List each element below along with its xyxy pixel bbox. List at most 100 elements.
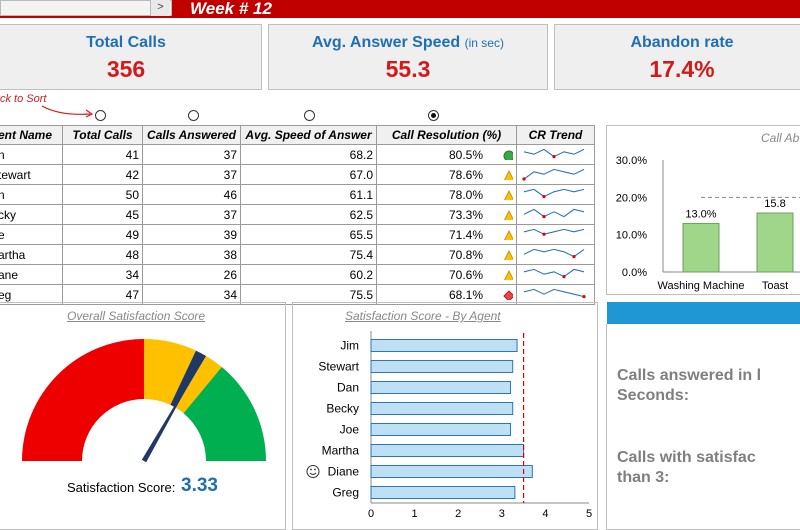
category-label: Stewart — [318, 360, 359, 374]
gauge-band — [22, 339, 144, 461]
call-abandon-chart: Call Ab 0.0% 10.0% 20.0% 30.0% 13.0% Washing M… — [616, 131, 800, 292]
cr-trend-cell — [516, 184, 595, 205]
table-header-row: ent Name Total Calls Calls Answered Avg.… — [0, 125, 595, 145]
agent-name-cell: artha — [0, 244, 63, 265]
header-bar — [0, 0, 800, 18]
red-diamond-icon — [503, 290, 513, 301]
bar — [370, 444, 525, 457]
resolution-value: 68.1% — [448, 287, 483, 302]
sparkline — [523, 268, 585, 279]
avg-speed-cell: 62.5 — [240, 204, 377, 225]
cr-trend-cell — [516, 144, 595, 165]
sparkline — [523, 188, 585, 199]
bar — [370, 423, 512, 436]
kpi-value: 55.3 — [385, 56, 431, 82]
total-calls-cell: 41 — [62, 144, 143, 165]
call-resolution-cell: 70.6% — [376, 264, 517, 285]
col-total-calls[interactable]: Total Calls — [62, 125, 143, 145]
avg-speed-cell: 68.2 — [240, 144, 377, 165]
table-row: e 49 39 65.5 71.4% — [0, 224, 595, 245]
avg-speed-cell: 61.1 — [240, 184, 377, 205]
resolution-value: 80.5% — [448, 147, 483, 162]
col-agent-name[interactable]: ent Name — [0, 125, 63, 145]
bar-value-label: 15.8 — [764, 198, 785, 210]
cr-trend-cell — [516, 244, 595, 265]
call-resolution-cell: 80.5% — [376, 144, 517, 165]
sort-radio-calls-answered[interactable] — [188, 110, 199, 121]
kpi-label: Avg. Answer Speed — [312, 34, 461, 51]
sort-radio-total-calls[interactable] — [95, 110, 106, 121]
sparkline-min-point — [542, 215, 546, 219]
calls-answered-cell: 34 — [142, 284, 241, 305]
total-calls-cell: 48 — [62, 244, 143, 265]
x-tick-label: 2 — [455, 508, 461, 520]
yellow-triangle-icon — [503, 270, 513, 281]
sparkline — [523, 248, 585, 259]
y-tick-label: 30.0% — [616, 155, 647, 167]
agent-chart-title: Satisfaction Score - By Agent — [345, 309, 501, 323]
call-resolution-cell: 71.4% — [376, 224, 517, 245]
sort-radio-avg-speed[interactable] — [304, 110, 315, 121]
category-label: Diane — [328, 465, 360, 479]
agent-name-cell: cky — [0, 204, 63, 225]
kpi-avg-answer-speed: Avg. Answer Speed (in sec) 55.3 — [268, 24, 548, 90]
total-calls-cell: 42 — [62, 164, 143, 185]
kpi-value: 17.4% — [649, 56, 715, 82]
resolution-value: 70.6% — [448, 267, 483, 282]
resolution-value: 73.3% — [448, 207, 483, 222]
sparkline — [523, 288, 586, 299]
col-avg-speed[interactable]: Avg. Speed of Answer — [240, 125, 377, 145]
sparkline-min-point — [562, 275, 566, 279]
horizontal-scrollbar[interactable] — [0, 0, 172, 16]
sparkline — [523, 208, 585, 219]
sparkline — [523, 148, 585, 159]
gauge-title: Overall Satisfaction Score — [67, 309, 206, 323]
score-label: Satisfaction Score: — [67, 480, 176, 495]
yellow-triangle-icon — [503, 230, 513, 241]
category-label: Dan — [337, 381, 359, 395]
agent-satisfaction-panel: Satisfaction Score - By Agent 0 1 2 3 4 5 Jim S… — [292, 302, 598, 530]
gauge-band — [144, 339, 196, 405]
y-tick-label: 10.0% — [616, 230, 647, 242]
bar — [370, 360, 514, 373]
x-tick-label: 5 — [586, 508, 592, 520]
avg-speed-cell: 67.0 — [240, 164, 377, 185]
y-tick-label: 0.0% — [622, 267, 647, 279]
total-calls-cell: 49 — [62, 224, 143, 245]
calls-answered-cell: 46 — [142, 184, 241, 205]
sort-radio-call-resolution[interactable] — [428, 110, 439, 121]
calls-answered-cell: 37 — [142, 164, 241, 185]
cr-trend-cell — [516, 164, 595, 185]
category-label: Washing Machine — [657, 280, 744, 292]
chart-title: Call Ab — [761, 131, 800, 145]
x-tick-label: 3 — [499, 508, 505, 520]
agent-name-cell: n — [0, 144, 63, 165]
scroll-right-arrow-icon[interactable]: > — [150, 0, 170, 16]
col-calls-answered[interactable]: Calls Answered — [142, 125, 241, 145]
sparkline — [523, 228, 585, 236]
avg-speed-cell: 60.2 — [240, 264, 377, 285]
total-calls-cell: 47 — [62, 284, 143, 305]
bar — [370, 339, 518, 352]
info-panel: Calls answered in l Seconds: Calls with s… — [606, 324, 800, 530]
cr-trend-cell — [516, 204, 595, 225]
kpi-label: Total Calls — [86, 34, 166, 51]
cr-trend-cell — [516, 224, 595, 245]
call-resolution-cell: 73.3% — [376, 204, 517, 225]
agent-satisfaction-chart: 0 1 2 3 4 5 Jim Stewart Dan Becky Joe Martha Diane Gr… — [306, 331, 592, 520]
agent-name-cell: n — [0, 184, 63, 205]
table-row: ane 34 26 60.2 70.6% — [0, 264, 595, 285]
resolution-value: 70.8% — [448, 247, 483, 262]
avg-speed-cell: 75.5 — [240, 284, 377, 305]
score-value: 3.33 — [181, 475, 218, 496]
gauge-band — [183, 366, 266, 461]
kpi-total-calls: Total Calls 356 — [0, 24, 262, 90]
total-calls-cell: 34 — [62, 264, 143, 285]
total-calls-cell: 50 — [62, 184, 143, 205]
y-tick-label: 20.0% — [616, 192, 647, 204]
sparkline-min-point — [572, 255, 576, 259]
x-tick-label: 0 — [368, 508, 374, 520]
resolution-value: 78.6% — [448, 167, 483, 182]
col-call-resolution[interactable]: Call Resolution (%) — [376, 125, 517, 145]
bar — [370, 402, 514, 415]
